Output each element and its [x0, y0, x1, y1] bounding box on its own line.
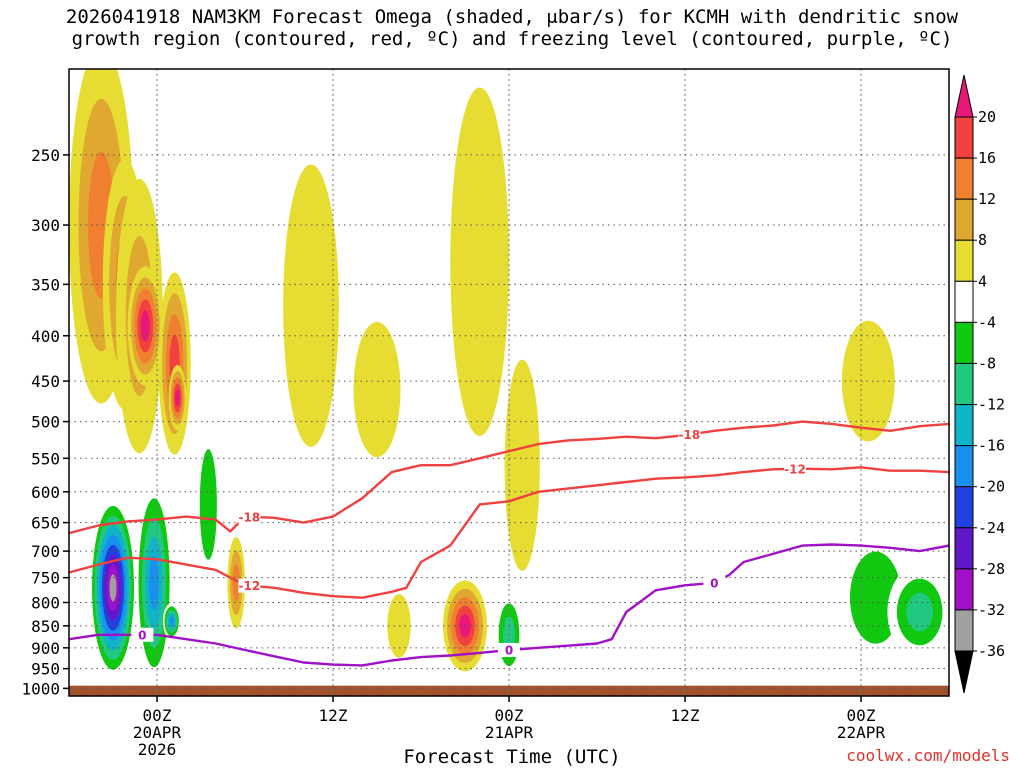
colorbar-label-3: 8 — [978, 231, 987, 249]
freezing-level-label-0: 0 — [138, 628, 146, 642]
chart-title: 2026041918 NAM3KM Forecast Omega (shaded… — [0, 6, 1024, 50]
x-tick-label-6-2: 2026 — [138, 740, 177, 759]
omega-cell-15-band-0 — [504, 359, 540, 571]
colorbar-label-8: -16 — [978, 437, 1005, 455]
colorbar-bin-8 — [954, 445, 974, 488]
y-tick-label-500: 500 — [31, 413, 60, 432]
x-tick-label-6-1: 20APR — [133, 723, 182, 742]
x-axis-label: Forecast Time (UTC) — [403, 746, 621, 768]
omega-cell-13-band-0 — [353, 321, 401, 458]
x-tick-label-30-1: 21APR — [485, 723, 534, 742]
omega-cell-21-band-2 — [906, 592, 933, 632]
y-tick-label-650: 650 — [31, 514, 60, 533]
x-tick-label-18-0: 12Z — [319, 706, 348, 725]
dgz-minus12-label-bg-0 — [238, 578, 261, 593]
x-tick-label-54-1: 22APR — [837, 723, 886, 742]
omega-cell-3-band-4 — [140, 310, 150, 342]
omega-cell-22-band-0 — [841, 320, 895, 442]
x-tick-label-6-0: 00Z — [143, 706, 172, 725]
omega-cell-19-band-0 — [777, 479, 798, 542]
colorbar-label-4: 4 — [978, 272, 987, 290]
y-tick-label-850: 850 — [31, 617, 60, 636]
omega-cell-8-band-4 — [169, 616, 174, 627]
colorbar-bin-11 — [954, 568, 974, 611]
colorbar-label-5: -4 — [978, 313, 996, 331]
dgz-minus18-label-bg-1 — [678, 427, 701, 442]
dgz-minus12-label-0: -12 — [239, 579, 261, 593]
y-tick-label-300: 300 — [31, 216, 60, 235]
omega-cell-5-band-4 — [175, 389, 180, 407]
colorbar-label-10: -24 — [978, 519, 1005, 537]
colorbar-bottom-arrow — [954, 650, 974, 694]
omega-cell-10-band-2 — [232, 563, 240, 602]
colorbar-bin-7 — [954, 404, 974, 447]
colorbar-top-arrow — [954, 74, 974, 118]
axes: 250 300 350 400 450 500 550 600 650 700 750 800 850 9… — [21, 146, 885, 759]
colorbar-label-12: -32 — [978, 601, 1005, 619]
y-tick-label-1000: 1000 — [21, 679, 60, 698]
dgz-minus12-label-1: -12 — [784, 462, 806, 476]
omega-cell-9-band-1 — [199, 449, 217, 560]
dgz-minus18-label-0: -18 — [239, 510, 261, 524]
y-tick-label-950: 950 — [31, 660, 60, 679]
freezing-level-label-2: 0 — [710, 576, 718, 590]
y-tick-label-550: 550 — [31, 449, 60, 468]
y-tick-label-900: 900 — [31, 639, 60, 658]
chart-title-line2: growth region (contoured, red, ºC) and f… — [71, 28, 953, 50]
colorbar-bin-12 — [954, 609, 974, 652]
colorbar-bin-3 — [954, 239, 974, 282]
y-tick-label-750: 750 — [31, 569, 60, 588]
y-tick-label-350: 350 — [31, 275, 60, 294]
x-tick-label-54-0: 00Z — [847, 706, 876, 725]
colorbar-bin-1 — [954, 157, 974, 200]
grid-lines — [69, 69, 949, 696]
y-tick-label-700: 700 — [31, 542, 60, 561]
omega-cell-11-band-0 — [168, 69, 181, 189]
x-tick-label-30-0: 00Z — [495, 706, 524, 725]
omega-cell-14-band-0 — [450, 87, 509, 436]
dgz-minus18-label-bg-0 — [238, 509, 261, 524]
dgz-minus18-label-1: -18 — [679, 428, 701, 442]
colorbar-bin-0 — [954, 116, 974, 159]
colorbar-label-9: -20 — [978, 478, 1005, 496]
colorbar-label-6: -8 — [978, 354, 996, 372]
freezing-level-label-bg-1 — [498, 642, 520, 657]
colorbar-bin-10 — [954, 527, 974, 570]
y-tick-label-400: 400 — [31, 327, 60, 346]
omega-cell-6-band-8 — [109, 574, 117, 602]
colorbar-label-11: -28 — [978, 560, 1005, 578]
colorbar-label-13: -36 — [978, 642, 1005, 660]
colorbar-label-0: 20 — [978, 108, 996, 126]
site-credit: coolwx.com/models — [846, 746, 1010, 765]
colorbar: 20 16 12 8 4 -4 -8 -12 -16 -20 -24 -28 -32 -36 — [954, 74, 1005, 694]
y-tick-label-250: 250 — [31, 146, 60, 165]
y-tick-label-450: 450 — [31, 372, 60, 391]
colorbar-label-1: 16 — [978, 149, 996, 167]
omega-cell-7-band-4 — [149, 555, 160, 610]
x-tick-label-42-0: 12Z — [671, 706, 700, 725]
y-tick-label-600: 600 — [31, 483, 60, 502]
freezing-level-line — [69, 543, 949, 667]
colorbar-label-2: 12 — [978, 190, 996, 208]
chart-title-line1: 2026041918 NAM3KM Forecast Omega (shaded… — [65, 6, 959, 28]
colorbar-bin-2 — [954, 198, 974, 241]
omega-cell-12-band-0 — [283, 164, 339, 447]
dgz-minus18-line — [69, 420, 949, 535]
colorbar-bin-6 — [954, 362, 974, 406]
colorbar-bin-4 — [954, 280, 974, 323]
freezing-level-label-bg-2 — [703, 575, 726, 590]
freezing-level-label-1: 0 — [505, 643, 513, 657]
colorbar-bin-9 — [954, 486, 974, 529]
freezing-level-label-bg-0 — [131, 627, 154, 642]
colorbar-bin-5 — [954, 321, 974, 364]
dgz-minus12-label-bg-1 — [784, 461, 806, 476]
y-tick-label-800: 800 — [31, 594, 60, 613]
colorbar-label-7: -12 — [978, 396, 1005, 414]
contour-lines: -18 -18 -12 -12 0 0 0 — [69, 420, 949, 667]
